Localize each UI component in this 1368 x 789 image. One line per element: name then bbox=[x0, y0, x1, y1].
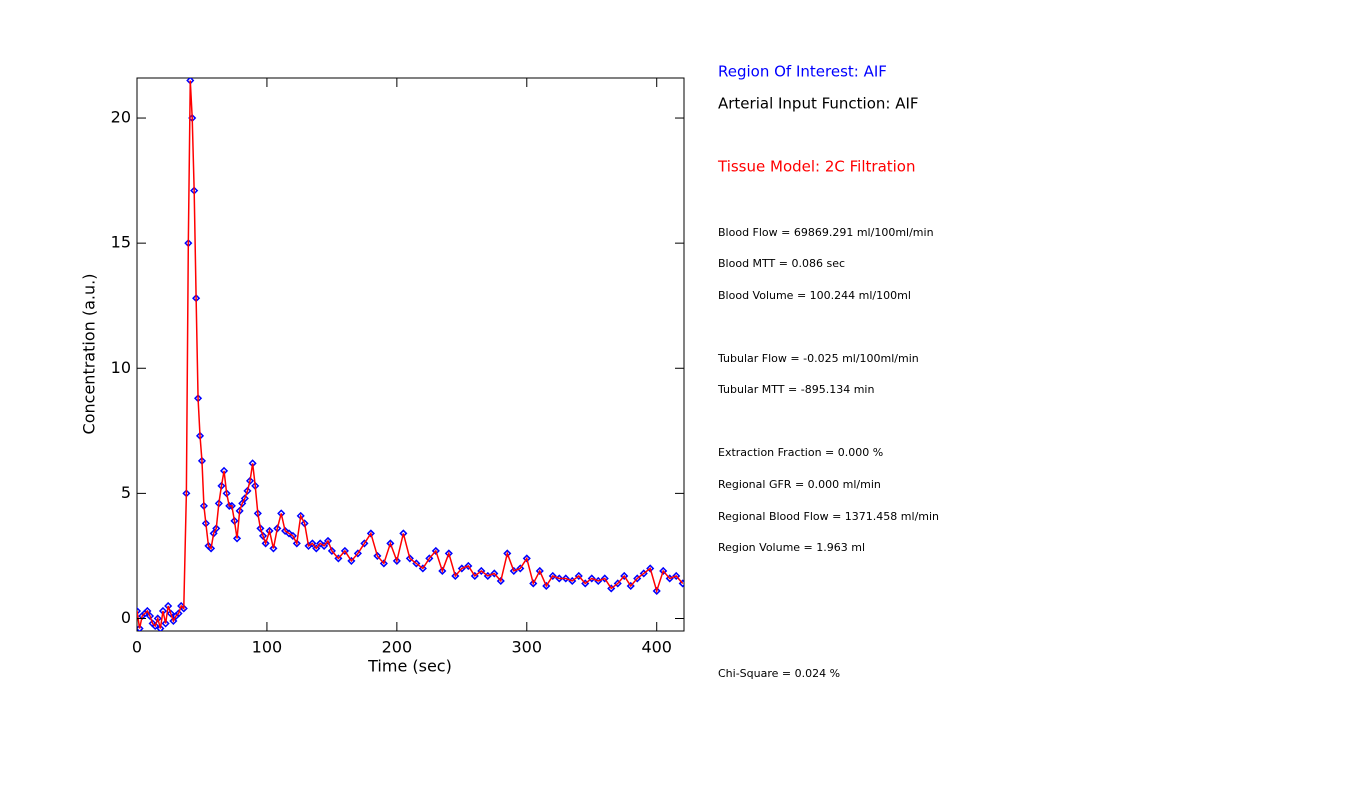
data-marker bbox=[444, 549, 453, 558]
data-marker bbox=[245, 476, 255, 485]
info-line: Tubular Flow = -0.025 ml/100ml/min bbox=[717, 352, 919, 365]
data-marker bbox=[626, 581, 635, 591]
data-marker bbox=[256, 524, 265, 533]
data-marker bbox=[600, 574, 609, 583]
data-marker bbox=[373, 551, 382, 560]
data-marker bbox=[646, 564, 655, 573]
plot-area bbox=[137, 78, 684, 631]
info-line: Blood MTT = 0.086 sec bbox=[718, 257, 845, 270]
info-line: Extraction Fraction = 0.000 % bbox=[718, 446, 883, 459]
data-marker bbox=[238, 499, 247, 508]
y-tick-label: 20 bbox=[111, 108, 131, 127]
info-line: Regional Blood Flow = 1371.458 ml/min bbox=[718, 510, 939, 523]
data-marker bbox=[308, 539, 317, 548]
data-marker bbox=[438, 566, 447, 576]
data-marker bbox=[347, 556, 356, 565]
data-marker bbox=[240, 494, 249, 503]
data-marker bbox=[542, 581, 551, 591]
data-marker bbox=[340, 546, 349, 555]
data-marker bbox=[451, 571, 460, 581]
roi-text: Region Of Interest: AIF bbox=[718, 63, 887, 81]
x-tick-label: 100 bbox=[252, 638, 283, 657]
data-marker bbox=[464, 561, 473, 571]
info-line: Blood Volume = 100.244 ml/100ml bbox=[718, 289, 911, 302]
x-tick-label: 400 bbox=[641, 638, 672, 657]
x-tick-label: 0 bbox=[132, 638, 142, 657]
y-axis-label: Concentration (a.u.) bbox=[80, 274, 99, 435]
info-line: Tubular MTT = -895.134 min bbox=[717, 383, 874, 396]
data-marker bbox=[258, 531, 268, 540]
data-marker bbox=[353, 549, 362, 558]
info-line: Chi-Square = 0.024 % bbox=[718, 667, 840, 680]
data-marker bbox=[323, 536, 333, 545]
data-marker bbox=[312, 544, 321, 553]
data-marker bbox=[292, 539, 301, 548]
data-marker bbox=[212, 524, 221, 533]
data-marker bbox=[137, 624, 144, 631]
data-marker bbox=[431, 546, 440, 555]
info-line: Region Volume = 1.963 ml bbox=[718, 541, 865, 554]
data-marker bbox=[166, 609, 175, 618]
data-marker bbox=[496, 576, 505, 586]
data-marker bbox=[379, 559, 388, 568]
data-marker bbox=[145, 611, 155, 621]
data-marker bbox=[243, 486, 252, 495]
data-marker bbox=[405, 554, 414, 563]
data-marker bbox=[156, 624, 165, 631]
data-marker bbox=[672, 571, 681, 581]
info-line: Regional GFR = 0.000 ml/min bbox=[718, 478, 881, 491]
x-tick-label: 300 bbox=[512, 638, 543, 657]
data-marker bbox=[225, 501, 234, 510]
data-marker bbox=[561, 574, 570, 583]
y-tick-label: 0 bbox=[121, 608, 131, 627]
data-marker bbox=[659, 566, 668, 576]
data-marker bbox=[613, 579, 622, 588]
data-marker bbox=[548, 571, 557, 581]
y-tick-label: 15 bbox=[111, 233, 131, 252]
data-marker bbox=[174, 609, 183, 618]
data-marker bbox=[161, 619, 170, 628]
model-text: Tissue Model: 2C Filtration bbox=[717, 158, 916, 176]
data-marker bbox=[620, 571, 629, 581]
x-tick-label: 200 bbox=[382, 638, 413, 657]
y-tick-label: 5 bbox=[121, 483, 131, 502]
data-marker bbox=[386, 539, 395, 548]
data-marker bbox=[269, 544, 278, 553]
data-marker bbox=[529, 579, 538, 588]
data-marker bbox=[281, 526, 290, 535]
data-marker bbox=[678, 579, 684, 588]
data-marker bbox=[334, 554, 343, 563]
data-marker bbox=[652, 586, 661, 596]
data-marker bbox=[587, 574, 596, 583]
data-marker bbox=[360, 539, 369, 548]
data-marker bbox=[169, 616, 178, 626]
y-tick-label: 10 bbox=[111, 358, 131, 377]
data-marker bbox=[366, 529, 375, 538]
data-marker bbox=[522, 554, 531, 563]
aif-text: Arterial Input Function: AIF bbox=[718, 95, 919, 113]
data-marker bbox=[153, 614, 162, 623]
data-marker bbox=[143, 606, 152, 616]
data-marker bbox=[425, 554, 434, 563]
data-marker bbox=[535, 566, 544, 576]
info-line: Blood Flow = 69869.291 ml/100ml/min bbox=[718, 226, 934, 239]
data-marker bbox=[232, 534, 242, 543]
data-line bbox=[137, 80, 684, 629]
plot-frame bbox=[136, 77, 685, 632]
data-marker bbox=[574, 571, 583, 581]
data-marker bbox=[261, 539, 270, 548]
data-marker bbox=[316, 539, 325, 548]
data-marker bbox=[477, 566, 486, 576]
data-marker bbox=[137, 606, 142, 616]
x-axis-label: Time (sec) bbox=[367, 657, 452, 676]
data-marker bbox=[490, 569, 499, 578]
data-marker bbox=[516, 564, 525, 573]
data-marker bbox=[327, 546, 336, 555]
data-marker bbox=[392, 556, 401, 565]
